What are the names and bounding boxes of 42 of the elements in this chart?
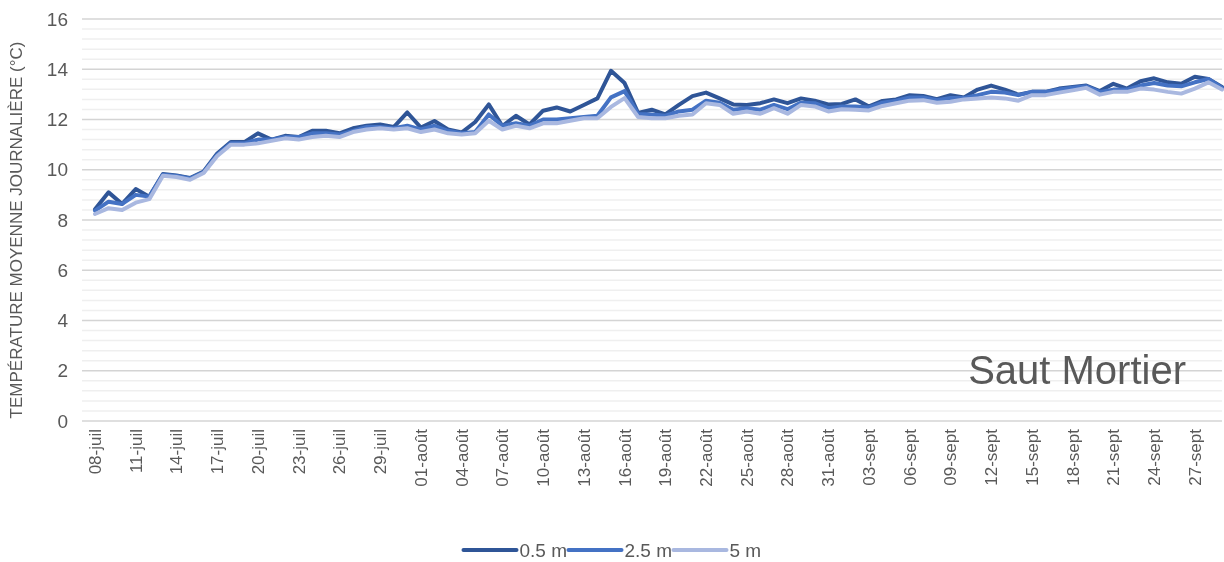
text: Saut Mortier xyxy=(968,348,1186,392)
x-tick-label: 18-sept xyxy=(1063,428,1083,486)
x-tick-label: 14-juil xyxy=(167,429,187,475)
x-tick-label: 15-sept xyxy=(1022,428,1042,486)
x-tick-label: 08-juil xyxy=(85,429,105,475)
x-tick-label: 23-juil xyxy=(289,429,309,475)
y-tick-label: 16 xyxy=(46,8,68,30)
x-tick-label: 17-juil xyxy=(208,429,228,475)
y-tick-label: 8 xyxy=(57,209,68,231)
y-tick-label: 4 xyxy=(57,310,69,332)
x-tick-label: 01-août xyxy=(411,428,431,487)
y-tick-label: 14 xyxy=(46,58,69,80)
y-tick-label: 6 xyxy=(57,259,68,281)
x-tick-label: 11-juil xyxy=(126,429,146,474)
x-tick-label: 09-sept xyxy=(941,428,961,486)
x-tick-label: 07-août xyxy=(493,428,513,487)
y-axis-title: TEMPÉRATURE MOYENNE JOURNALIÈRE (°C) xyxy=(7,41,26,419)
y-tick-label: 12 xyxy=(46,109,68,131)
y-tick-label: 10 xyxy=(46,159,68,181)
x-tick-label: 04-août xyxy=(452,428,472,487)
x-tick-label: 13-août xyxy=(574,428,594,487)
x-tick-label: 12-sept xyxy=(982,428,1002,486)
x-tick-label: 19-août xyxy=(656,428,676,487)
x-tick-label: 28-août xyxy=(778,428,798,487)
x-tick-label: 06-sept xyxy=(900,428,920,486)
x-tick-label: 22-août xyxy=(696,428,716,487)
x-tick-label: 10-août xyxy=(534,428,554,487)
x-tick-label: 29-juil xyxy=(371,429,391,475)
x-tick-label: 21-sept xyxy=(1104,428,1124,486)
legend-label: 2.5 m xyxy=(624,539,673,561)
x-tick-label: 27-sept xyxy=(1185,428,1205,486)
x-tick-label: 03-sept xyxy=(859,428,879,486)
x-tick-label: 16-août xyxy=(615,428,635,487)
y-tick-label: 0 xyxy=(57,410,68,432)
legend-label: 5 m xyxy=(729,539,762,561)
legend-label: 0.5 m xyxy=(519,539,568,561)
x-tick-label: 31-août xyxy=(819,428,839,487)
x-tick-label: 25-août xyxy=(737,428,757,487)
y-tick-label: 2 xyxy=(57,360,68,382)
x-tick-label: 24-sept xyxy=(1145,428,1165,486)
x-tick-label: 20-juil xyxy=(248,429,268,475)
x-tick-label: 26-juil xyxy=(330,429,350,475)
